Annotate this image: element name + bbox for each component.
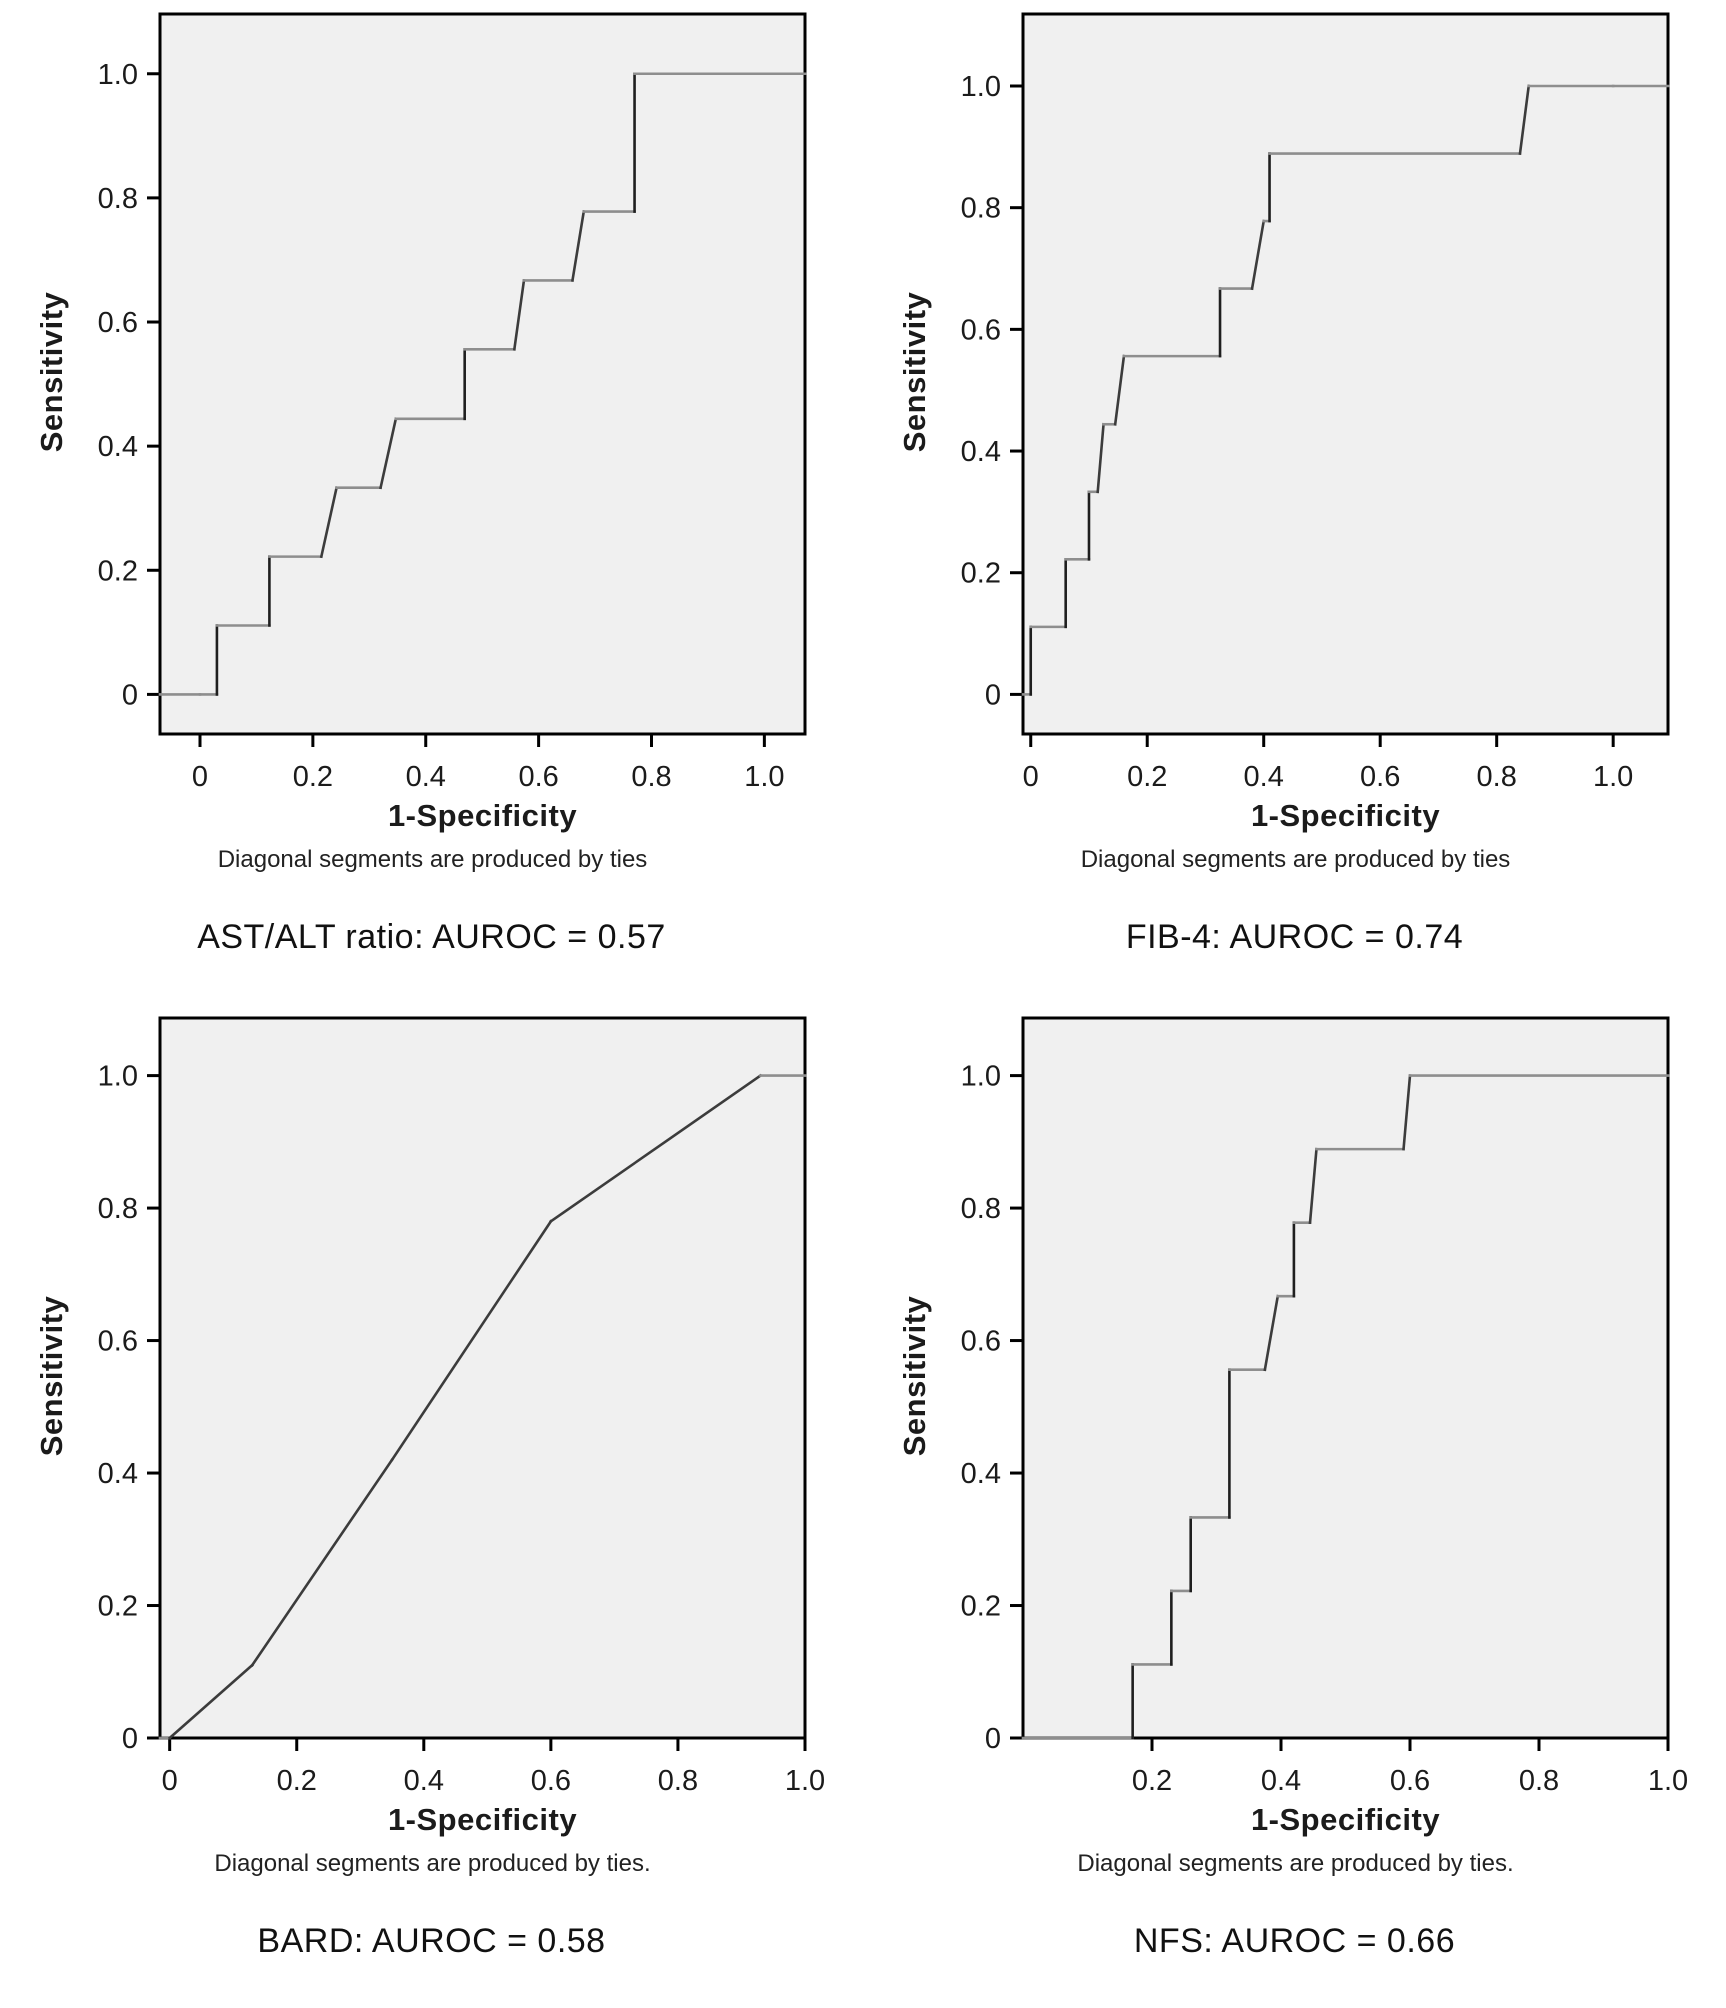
svg-text:1.0: 1.0 (1648, 1765, 1688, 1797)
ties-note: Diagonal segments are produced by ties (1080, 846, 1511, 873)
svg-text:0.2: 0.2 (961, 1591, 1001, 1623)
roc-chart-nfs: 0.2 0.4 0.6 0.8 1.0 0 0.2 0.4 0.6 0.8 1.0 (961, 1016, 1688, 1797)
chart-caption: NFS: AUROC = 0.66 (1133, 1922, 1456, 1960)
svg-text:0: 0 (192, 761, 208, 793)
ties-note: Diagonal segments are produced by ties (217, 846, 648, 873)
svg-text:0.6: 0.6 (518, 761, 558, 793)
svg-text:0.4: 0.4 (961, 1458, 1001, 1490)
x-axis-label: 1-Specificity (1250, 1802, 1441, 1837)
svg-text:0.6: 0.6 (1390, 1765, 1430, 1797)
svg-text:0.8: 0.8 (1519, 1765, 1559, 1797)
svg-text:0.2: 0.2 (293, 761, 333, 793)
ties-note: Diagonal segments are produced by ties. (214, 1850, 651, 1877)
svg-text:0: 0 (985, 1723, 1001, 1755)
svg-text:0: 0 (1023, 761, 1039, 793)
svg-text:0.6: 0.6 (531, 1765, 571, 1797)
svg-text:0.2: 0.2 (961, 558, 1001, 590)
roc-chart-fib-4: 0 0.2 0.4 0.6 0.8 1.0 0 0.2 0.4 0.6 0.8 1.0 (961, 12, 1670, 793)
svg-text:0: 0 (122, 1723, 138, 1755)
x-axis-label: 1-Specificity (387, 798, 578, 833)
svg-text:0.4: 0.4 (1261, 1765, 1301, 1797)
roc-panel-fib-4: Sensitivity 0 0.2 0.4 0.6 0.8 1.0 0 0.2 0.4 0.6 0.… (863, 0, 1726, 1004)
svg-text:0: 0 (162, 1765, 178, 1797)
roc-panel-ast-alt-ratio: Sensitivity 0 0.2 0.4 0.6 0.8 1.0 0 0.2 0.4 0.6 0.… (0, 0, 863, 1004)
svg-text:0: 0 (122, 679, 138, 711)
svg-text:0.8: 0.8 (658, 1765, 698, 1797)
svg-text:0.2: 0.2 (98, 1591, 138, 1623)
svg-text:0.8: 0.8 (961, 193, 1001, 225)
roc-panel-nfs: Sensitivity 0.2 0.4 0.6 0.8 1.0 0 0.2 0.4 0.6 0.8… (863, 1004, 1726, 2008)
svg-text:0.4: 0.4 (98, 1458, 138, 1490)
svg-text:0.6: 0.6 (961, 314, 1001, 346)
ties-note: Diagonal segments are produced by ties. (1077, 1850, 1514, 1877)
svg-text:0.2: 0.2 (1132, 1765, 1172, 1797)
svg-text:0.6: 0.6 (98, 1326, 138, 1358)
svg-text:0.8: 0.8 (631, 761, 671, 793)
chart-caption: BARD: AUROC = 0.58 (257, 1922, 606, 1960)
svg-text:0: 0 (985, 679, 1001, 711)
svg-text:1.0: 1.0 (785, 1765, 825, 1797)
svg-text:0.6: 0.6 (98, 307, 138, 339)
x-axis-label: 1-Specificity (1250, 798, 1441, 833)
svg-text:0.8: 0.8 (1477, 761, 1517, 793)
svg-text:0.2: 0.2 (277, 1765, 317, 1797)
svg-text:0.6: 0.6 (1360, 761, 1400, 793)
svg-text:0.6: 0.6 (961, 1326, 1001, 1358)
roc-chart-bard: 0 0.2 0.4 0.6 0.8 1.0 0 0.2 0.4 0.6 0.8 1.0 (98, 1016, 825, 1797)
svg-text:1.0: 1.0 (961, 1061, 1001, 1093)
svg-text:0.4: 0.4 (961, 436, 1001, 468)
chart-caption: AST/ALT ratio: AUROC = 0.57 (197, 918, 666, 956)
svg-text:1.0: 1.0 (744, 761, 784, 793)
svg-text:1.0: 1.0 (961, 71, 1001, 103)
svg-text:0.8: 0.8 (98, 183, 138, 215)
svg-text:0.2: 0.2 (1127, 761, 1167, 793)
svg-text:0.4: 0.4 (406, 761, 446, 793)
svg-text:0.4: 0.4 (1244, 761, 1284, 793)
svg-text:0.2: 0.2 (98, 555, 138, 587)
x-axis-label: 1-Specificity (387, 1802, 578, 1837)
svg-text:0.8: 0.8 (961, 1193, 1001, 1225)
roc-chart-ast-alt-ratio: 0 0.2 0.4 0.6 0.8 1.0 0 0.2 0.4 0.6 0.8 1.0 (98, 12, 807, 793)
svg-text:1.0: 1.0 (98, 1061, 138, 1093)
svg-text:0.4: 0.4 (404, 1765, 444, 1797)
svg-text:1.0: 1.0 (98, 59, 138, 91)
roc-panel-bard: Sensitivity 0 0.2 0.4 0.6 0.8 1.0 0 0.2 0.4 0.6 0.… (0, 1004, 863, 2008)
svg-text:0.8: 0.8 (98, 1193, 138, 1225)
chart-caption: FIB-4: AUROC = 0.74 (1125, 918, 1464, 956)
svg-text:1.0: 1.0 (1593, 761, 1633, 793)
svg-text:0.4: 0.4 (98, 431, 138, 463)
